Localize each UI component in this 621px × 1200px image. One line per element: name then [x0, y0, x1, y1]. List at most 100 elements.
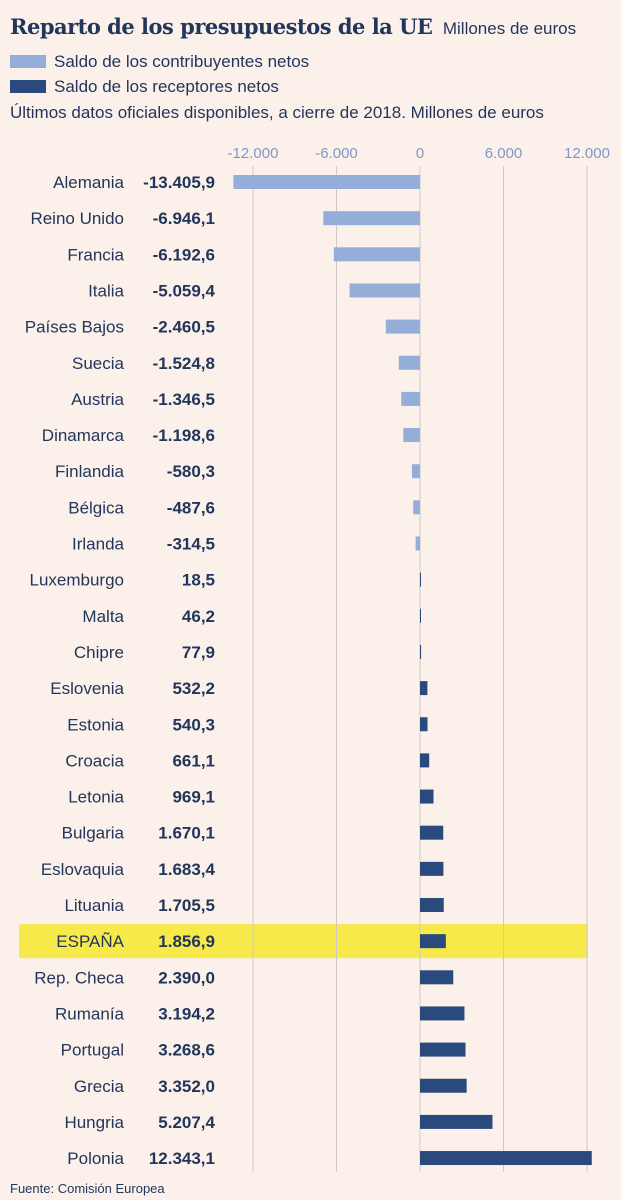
- category-label: Estonia: [67, 715, 124, 734]
- category-label: Letonia: [68, 788, 124, 807]
- bar: [420, 644, 422, 659]
- x-tick-label: 12.000: [564, 145, 610, 162]
- bar: [420, 1078, 467, 1093]
- x-tick-label: -12.000: [228, 145, 279, 162]
- highlight-band: [19, 924, 588, 959]
- bar: [413, 500, 420, 515]
- source-note: Fuente: Comisión Europea: [10, 1181, 165, 1196]
- category-label: Rumanía: [55, 1004, 125, 1023]
- unit-label: Millones de euros: [442, 19, 577, 38]
- category-label: Bélgica: [68, 498, 124, 517]
- category-label: Eslovaquia: [41, 860, 125, 879]
- category-label: Lituania: [64, 896, 124, 915]
- value-label: -580,3: [167, 462, 215, 481]
- bar: [420, 825, 444, 840]
- bar: [420, 934, 446, 949]
- category-label: Croacia: [65, 751, 124, 770]
- value-label: 3.268,6: [158, 1041, 215, 1060]
- bar: [385, 319, 420, 334]
- value-label: 1.670,1: [158, 824, 215, 843]
- bar: [420, 861, 444, 876]
- value-label: 661,1: [172, 751, 215, 770]
- bar: [415, 536, 420, 551]
- value-label: -1.198,6: [153, 426, 215, 445]
- value-label: 1.683,4: [158, 860, 215, 879]
- bar: [420, 608, 421, 623]
- value-label: 5.207,4: [158, 1113, 215, 1132]
- category-label: Rep. Checa: [34, 968, 124, 987]
- legend-swatch-contributors: [10, 55, 46, 68]
- bar: [323, 211, 420, 226]
- value-label: -314,5: [167, 535, 215, 554]
- category-label: Francia: [67, 245, 124, 264]
- value-label: -6.946,1: [153, 209, 215, 228]
- value-label: 12.343,1: [149, 1149, 215, 1168]
- bar: [349, 283, 420, 298]
- bar: [411, 464, 420, 479]
- value-label: -1.524,8: [153, 354, 215, 373]
- bar: [420, 1006, 465, 1021]
- bar: [420, 898, 444, 912]
- value-label: 18,5: [182, 571, 215, 590]
- bar: [420, 1042, 466, 1057]
- bar: [403, 428, 420, 443]
- value-label: -2.460,5: [153, 318, 215, 337]
- x-tick-label: -6.000: [315, 145, 358, 162]
- bar: [420, 681, 428, 696]
- category-label: Eslovenia: [50, 679, 124, 698]
- bar: [401, 391, 420, 406]
- x-tick-label: 0: [416, 145, 424, 162]
- legend-item-contributors: Saldo de los contribuyentes netos: [10, 52, 309, 72]
- bar: [233, 175, 420, 189]
- title-row: Reparto de los presupuestos de la UE Mil…: [10, 14, 576, 39]
- legend-label-receivers: Saldo de los receptores netos: [54, 77, 279, 96]
- category-label: Malta: [82, 607, 124, 626]
- category-label: Chipre: [74, 643, 124, 662]
- bar: [398, 355, 420, 370]
- category-label: Polonia: [67, 1149, 124, 1168]
- category-label: Países Bajos: [25, 318, 124, 337]
- category-label: Reino Unido: [30, 209, 124, 228]
- chart-title: Reparto de los presupuestos de la UE: [10, 14, 433, 39]
- value-label: 3.194,2: [158, 1004, 215, 1023]
- value-label: 3.352,0: [158, 1077, 215, 1096]
- value-label: 1.856,9: [158, 932, 215, 951]
- value-label: -487,6: [167, 498, 215, 517]
- bar: [420, 789, 434, 804]
- value-label: -13.405,9: [143, 173, 215, 192]
- category-label: Alemania: [53, 173, 124, 192]
- chart-subtitle: Últimos datos oficiales disponibles, a c…: [10, 103, 544, 122]
- category-label: Portugal: [61, 1041, 124, 1060]
- value-label: 532,2: [172, 679, 215, 698]
- value-label: 2.390,0: [158, 968, 215, 987]
- category-label: Italia: [88, 281, 124, 300]
- value-label: -5.059,4: [153, 281, 216, 300]
- category-label: Dinamarca: [42, 426, 125, 445]
- value-label: -1.346,5: [153, 390, 215, 409]
- bar: [420, 753, 430, 768]
- bar: [420, 1114, 493, 1129]
- category-label: Finlandia: [55, 462, 125, 481]
- value-label: 969,1: [172, 788, 215, 807]
- bar: [420, 970, 454, 985]
- bar: [333, 247, 420, 262]
- value-label: -6.192,6: [153, 245, 215, 264]
- value-label: 540,3: [172, 715, 215, 734]
- category-label: Grecia: [74, 1077, 125, 1096]
- category-label: Bulgaria: [62, 824, 125, 843]
- legend-swatch-receivers: [10, 80, 46, 93]
- category-label: Luxemburgo: [29, 571, 124, 590]
- category-label: Hungria: [64, 1113, 124, 1132]
- value-label: 1.705,5: [158, 896, 215, 915]
- legend-label-contributors: Saldo de los contribuyentes netos: [54, 52, 310, 71]
- value-label: 77,9: [182, 643, 215, 662]
- legend-item-receivers: Saldo de los receptores netos: [10, 77, 279, 97]
- category-label: ESPAÑA: [56, 932, 124, 951]
- value-label: 46,2: [182, 607, 215, 626]
- category-label: Suecia: [72, 354, 125, 373]
- bar: [420, 572, 421, 587]
- category-label: Irlanda: [72, 535, 125, 554]
- bar: [420, 717, 428, 732]
- category-label: Austria: [71, 390, 124, 409]
